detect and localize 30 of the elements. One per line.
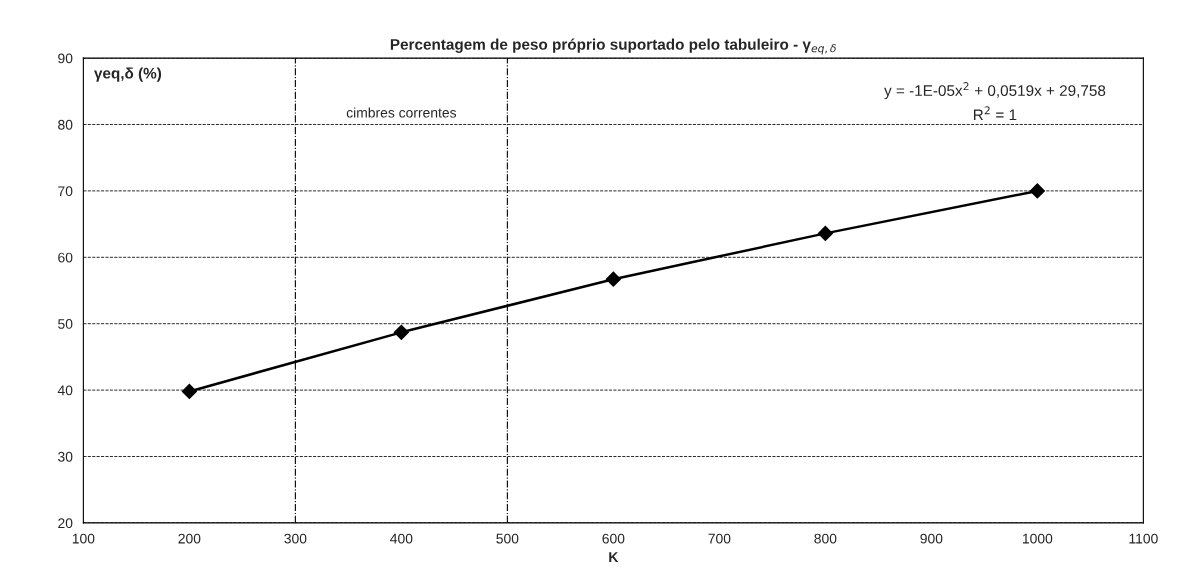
point	[1029, 183, 1045, 199]
x-tick-label: 900	[920, 533, 943, 544]
annotation: R$^{2}$ = 1	[973, 106, 1017, 121]
x-tick-label: 600	[602, 533, 625, 544]
y-axis-title: γeq,δ (%)	[94, 67, 162, 82]
x-tick-label: 800	[814, 533, 837, 544]
y-tick-label: 70	[58, 186, 73, 197]
y-tick-label: 90	[58, 53, 73, 64]
point	[393, 324, 409, 340]
x-tick-label: 200	[178, 533, 201, 544]
x-tick-label: 1100	[1129, 533, 1158, 544]
chart-title: Percentagem de peso próprio suportado pelo tabuleiro - γ$_{eq,δ}$	[390, 38, 836, 55]
x-tick-label: 400	[390, 533, 413, 544]
y-tick-label: 30	[58, 451, 73, 462]
x-tick-label: 1000	[1022, 533, 1053, 544]
point	[181, 383, 197, 399]
x-axis-title: K	[609, 552, 619, 562]
y-tick-label: 50	[58, 319, 73, 329]
y-tick-label: 40	[57, 385, 73, 396]
x-tick-label: 100	[72, 533, 95, 544]
point	[817, 225, 833, 241]
annotation: y = -1E-05x$^{2}$ + 0,0519x + 29,758	[884, 82, 1106, 100]
x-tick-label: 300	[284, 533, 307, 544]
y-tick-label: 60	[58, 252, 73, 263]
y-tick-label: 20	[58, 518, 73, 529]
point	[605, 271, 621, 287]
y-tick-label: 80	[58, 119, 73, 130]
annotation: cimbres correntes	[346, 107, 457, 118]
x-tick-label: 700	[708, 533, 731, 544]
x-tick-label: 500	[496, 533, 519, 544]
